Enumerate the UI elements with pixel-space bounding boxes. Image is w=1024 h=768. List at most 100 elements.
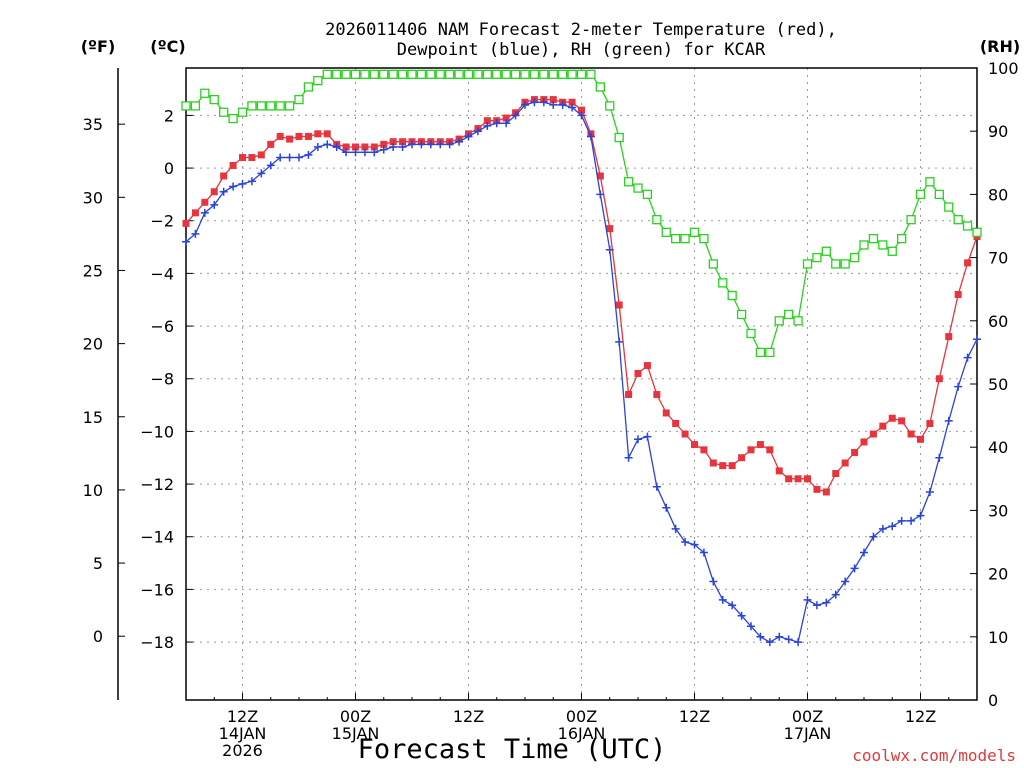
2-meter-temperature-point xyxy=(813,485,821,493)
rh-point xyxy=(774,316,784,326)
celsius-tick-label: −12 xyxy=(140,475,174,494)
rh-point xyxy=(548,69,558,79)
celsius-tick-label: −6 xyxy=(150,317,174,336)
rh-point xyxy=(416,69,427,79)
2-meter-temperature-point xyxy=(917,435,924,443)
2-meter-temperature-point xyxy=(822,488,830,496)
rh-tick-label: 40 xyxy=(988,438,1008,457)
2-meter-temperature-point xyxy=(295,132,303,140)
rh-point xyxy=(294,94,304,105)
2-meter-temperature-point xyxy=(643,362,651,370)
dewpoint-point xyxy=(671,524,680,533)
dewpoint-point xyxy=(690,540,699,549)
2-meter-temperature-point xyxy=(747,446,755,454)
2-meter-temperature-point xyxy=(898,417,906,425)
chart-title-line-2: Dewpoint (blue), RH (green) for KCAR xyxy=(397,40,766,60)
dewpoint-point xyxy=(662,503,671,512)
fahrenheit-tick-label: 10 xyxy=(83,481,103,500)
rh-point xyxy=(699,233,709,244)
rh-point xyxy=(680,233,690,244)
dewpoint-point xyxy=(313,143,322,151)
time-tick-label: 12Z xyxy=(227,707,258,726)
dewpoint-point xyxy=(238,179,247,188)
2-meter-temperature-point xyxy=(954,290,962,298)
rh-point xyxy=(520,69,530,79)
2-meter-temperature-point xyxy=(361,143,369,151)
dewpoint-point xyxy=(765,638,774,647)
dewpoint-point xyxy=(473,127,482,136)
dewpoint-point xyxy=(200,208,209,217)
rh-point xyxy=(962,221,973,231)
fahrenheit-tick-label: 20 xyxy=(83,335,103,354)
rh-point xyxy=(718,278,728,288)
dewpoint-point xyxy=(323,140,332,149)
rh-point xyxy=(228,113,238,124)
dewpoint-point xyxy=(219,187,228,196)
dewpoint-point xyxy=(944,416,953,425)
2-meter-temperature-point xyxy=(926,420,934,427)
dewpoint-point xyxy=(464,132,473,141)
time-tick-label: 00Z xyxy=(792,707,823,726)
rh-point xyxy=(209,94,219,105)
time-tick-label: 12Z xyxy=(453,707,484,726)
rh-point xyxy=(887,246,897,256)
2-meter-temperature-point xyxy=(615,301,623,309)
dewpoint-point xyxy=(360,148,369,157)
rh-point xyxy=(558,69,568,79)
rh-point xyxy=(821,246,831,256)
2-meter-temperature-point xyxy=(568,98,576,106)
dewpoint-point xyxy=(728,601,737,610)
dewpoint-point xyxy=(935,453,944,462)
dewpoint-point xyxy=(699,548,708,557)
dewpoint-point xyxy=(878,524,887,533)
dewpoint-point xyxy=(737,611,746,620)
rh-point xyxy=(906,215,916,225)
rh-tick-label: 0 xyxy=(988,691,998,710)
rh-point xyxy=(802,259,813,269)
2-meter-temperature-point xyxy=(738,454,746,462)
dewpoint-point xyxy=(973,335,981,344)
rh-point xyxy=(897,233,907,244)
rh-point xyxy=(746,328,756,339)
dewpoint-point xyxy=(822,598,831,607)
dewpoint-point xyxy=(511,111,520,120)
rh-point xyxy=(576,69,587,79)
dewpoint-point xyxy=(502,119,511,128)
2-meter-temperature-point xyxy=(672,420,680,427)
dewpoint-point xyxy=(784,635,793,644)
dewpoint-point xyxy=(916,511,925,520)
dewpoint-point xyxy=(285,153,294,162)
2-meter-temperature-point xyxy=(549,96,557,104)
celsius-tick-label: −2 xyxy=(150,212,174,231)
source-credit: coolwx.com/models xyxy=(852,746,1016,765)
dewpoint-point xyxy=(681,538,690,546)
2-meter-temperature-point xyxy=(191,209,199,217)
fahrenheit-tick-label: 25 xyxy=(83,261,103,280)
dewpoint-point xyxy=(568,103,577,112)
rh-point xyxy=(944,202,954,212)
rh-point xyxy=(529,69,540,79)
dewpoint-point xyxy=(963,353,972,362)
dewpoint-point xyxy=(332,143,341,151)
2-meter-temperature-point xyxy=(766,446,774,454)
dewpoint-point xyxy=(812,601,821,610)
dewpoint-point xyxy=(342,148,351,157)
dewpoint-point xyxy=(182,237,190,246)
dewpoint-point xyxy=(860,548,868,557)
rh-tick-label: 20 xyxy=(988,565,1008,584)
celsius-tick-label: −4 xyxy=(150,264,174,283)
dewpoint-point xyxy=(831,590,840,599)
rh-point xyxy=(736,309,747,320)
rh-point xyxy=(237,107,248,117)
dewpoint-point xyxy=(257,169,266,178)
rh-point xyxy=(341,69,351,79)
rh-point xyxy=(689,227,700,237)
rh-point xyxy=(266,101,276,111)
rh-point xyxy=(953,215,963,225)
rh-point xyxy=(256,101,266,111)
dewpoint-point xyxy=(370,148,379,157)
dewpoint-point xyxy=(869,532,878,541)
rh-point xyxy=(671,233,681,244)
rh-point xyxy=(219,107,229,117)
dewpoint-point xyxy=(408,140,416,149)
